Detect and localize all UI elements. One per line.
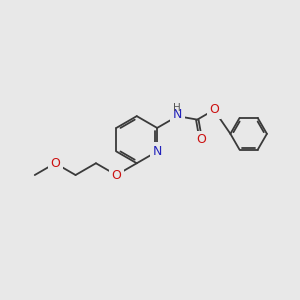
Text: N: N: [152, 145, 162, 158]
Text: O: O: [209, 103, 219, 116]
Text: O: O: [50, 157, 60, 170]
Text: O: O: [111, 169, 121, 182]
Text: O: O: [196, 134, 206, 146]
Text: N: N: [173, 108, 182, 121]
Text: H: H: [173, 103, 181, 113]
